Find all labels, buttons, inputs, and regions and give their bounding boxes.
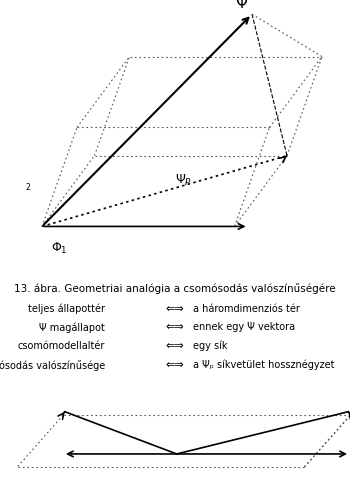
Text: ennek egy Ψ vektora: ennek egy Ψ vektora <box>193 323 295 332</box>
Text: $\Phi_1$: $\Phi_1$ <box>51 241 68 256</box>
Text: ⇐⇒: ⇐⇒ <box>166 360 184 370</box>
Text: egy sík: egy sík <box>193 341 227 351</box>
Text: a háromdimenziós tér: a háromdimenziós tér <box>193 304 299 314</box>
Text: a Ψₚ síkvetület hossznégyzet: a Ψₚ síkvetület hossznégyzet <box>193 360 334 370</box>
Text: 13. ábra. Geometriai analógia a csomósodás valószínűségére: 13. ábra. Geometriai analógia a csomósod… <box>14 283 336 294</box>
Text: ⇐⇒: ⇐⇒ <box>166 341 184 351</box>
Text: ⇐⇒: ⇐⇒ <box>166 304 184 314</box>
Text: $_2$: $_2$ <box>25 182 32 194</box>
Text: teljes állapottér: teljes állapottér <box>28 304 105 314</box>
Text: Ψ magállapot: Ψ magállapot <box>39 322 105 333</box>
Text: $\Psi$: $\Psi$ <box>235 0 248 11</box>
Text: csomómodellaltér: csomómodellaltér <box>18 341 105 351</box>
Text: $\Psi_P$: $\Psi_P$ <box>175 173 192 188</box>
Text: ⇐⇒: ⇐⇒ <box>166 323 184 332</box>
Text: a csomósodás valószínűsége: a csomósodás valószínűsége <box>0 360 105 370</box>
